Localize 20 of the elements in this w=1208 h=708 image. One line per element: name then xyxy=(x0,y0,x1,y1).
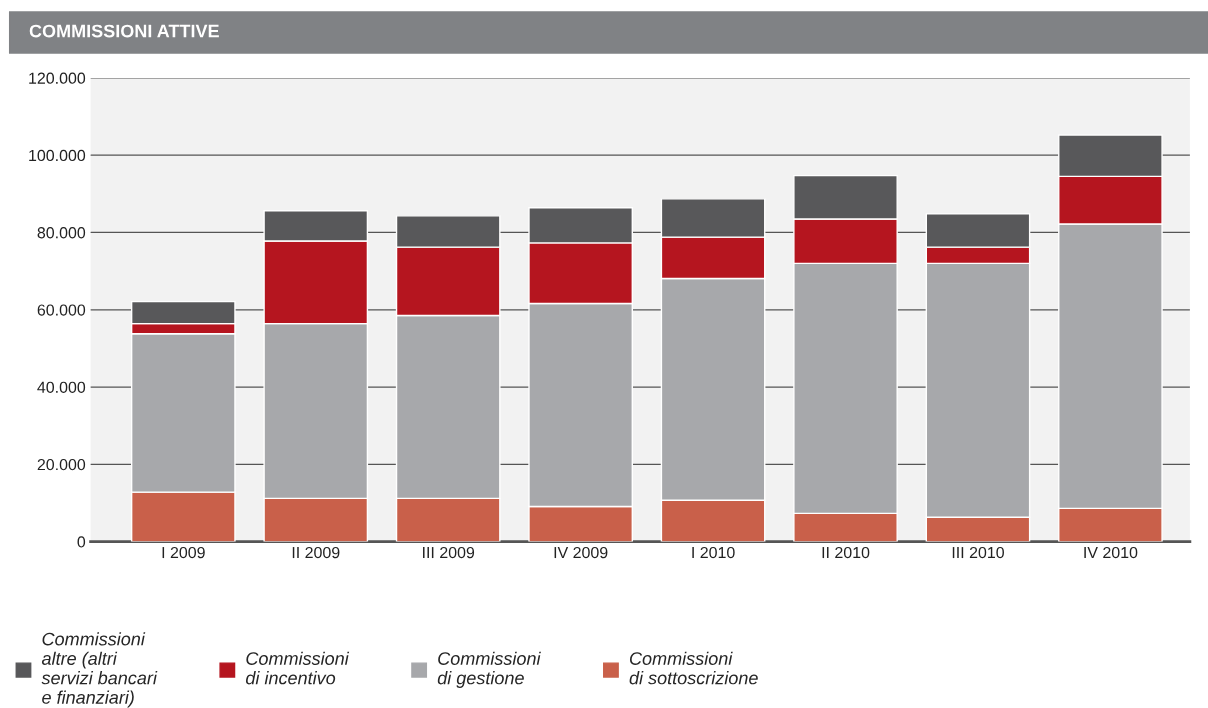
legend-label: Commissioni di incentivo xyxy=(246,651,350,685)
y-tick-label: 100.000 xyxy=(29,149,86,162)
x-tick-label: IV 2010 xyxy=(1084,546,1138,559)
x-tick-label: I 2009 xyxy=(162,546,205,559)
y-tick-label: 0 xyxy=(77,536,86,548)
y-tick-label: 120.000 xyxy=(29,72,86,84)
legend-label: Commissioni di sottoscrizione xyxy=(629,651,758,685)
legend-label: Commissioni di gestione xyxy=(437,651,541,688)
y-tick-label: 80.000 xyxy=(37,227,86,239)
y-tick-label: 40.000 xyxy=(37,381,86,393)
legend-label: Commissioni altre (altri servizi bancari e finanziari) xyxy=(41,632,158,708)
x-tick-label: III 2010 xyxy=(952,546,1004,559)
x-tick-label: I 2010 xyxy=(692,546,735,559)
chart-title: COMMISSIONI ATTIVE xyxy=(29,24,219,38)
x-tick-label: II 2009 xyxy=(292,546,340,559)
x-tick-label: II 2010 xyxy=(822,546,870,559)
y-tick-label: 60.000 xyxy=(37,304,86,316)
y-tick-label: 20.000 xyxy=(37,458,86,471)
x-tick-label: III 2009 xyxy=(423,546,475,559)
x-tick-label: IV 2009 xyxy=(554,546,608,559)
